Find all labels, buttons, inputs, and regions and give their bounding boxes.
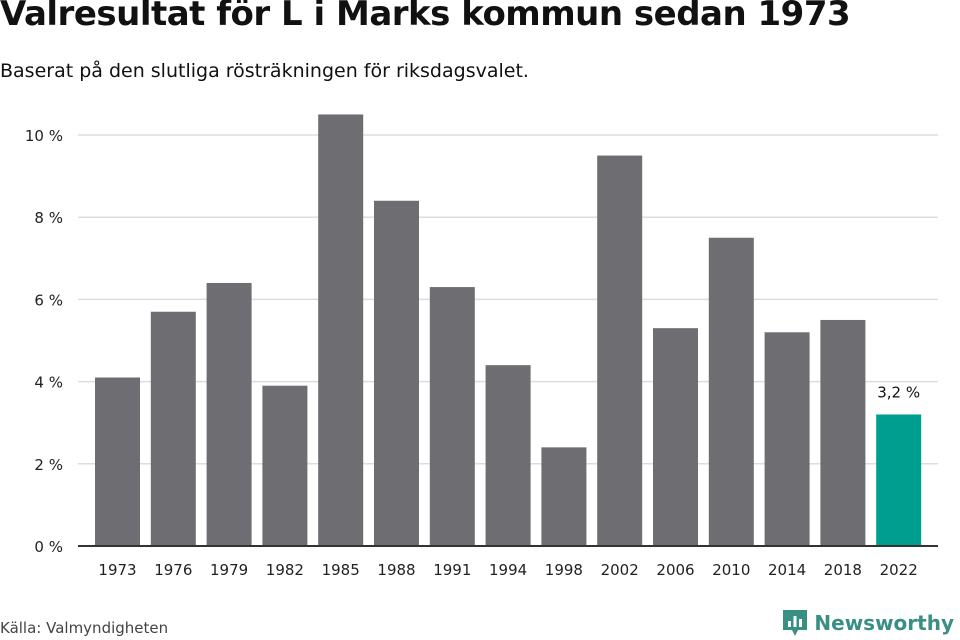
y-tick-label: 2 %	[34, 456, 63, 474]
bar-1976	[150, 311, 196, 546]
x-tick-label: 2002	[601, 561, 639, 579]
brand-name: Newsworthy	[814, 611, 954, 635]
x-tick-label: 1998	[545, 561, 583, 579]
bar-2014	[764, 332, 810, 546]
bar-chart-logo-icon	[783, 610, 808, 636]
data-labels: 3,2 %	[877, 383, 920, 401]
bar-1991	[429, 287, 475, 546]
x-tick-label: 2006	[656, 561, 694, 579]
y-tick-label: 10 %	[25, 127, 63, 145]
y-tick-label: 0 %	[34, 538, 63, 556]
x-tick-label: 2010	[712, 561, 750, 579]
bar-2002	[597, 155, 643, 547]
bar-1973	[95, 377, 140, 546]
bars	[95, 114, 922, 547]
x-tick-label: 2022	[880, 561, 918, 579]
y-tick-label: 8 %	[34, 209, 63, 227]
x-tick-label: 1982	[266, 561, 304, 579]
x-tick-label: 1976	[154, 561, 192, 579]
bar-chart: 0 % 2 % 4 % 6 % 8 % 10 % 1973 1976 1979 1982 1985…	[25, 114, 938, 579]
bar-1988	[374, 200, 419, 546]
chart-title: Valresultat för L i Marks kommun sedan 1…	[0, 0, 851, 34]
brand-logo: Newsworthy	[782, 609, 954, 637]
x-tick-label: 2018	[824, 561, 862, 579]
x-tick-label: 1979	[210, 561, 248, 579]
y-tick-label: 4 %	[34, 374, 63, 392]
x-tick-label: 1985	[322, 561, 360, 579]
x-tick-label: 1991	[433, 561, 471, 579]
y-tick-label: 6 %	[34, 291, 63, 309]
x-axis-ticks: 1973 1976 1979 1982 1985 1988 1991 1994 1998 2002…	[98, 561, 917, 579]
chart-subtitle: Baserat på den slutliga rösträkningen fö…	[0, 60, 529, 82]
bar-2010	[708, 237, 754, 546]
x-tick-label: 1988	[377, 561, 415, 579]
x-tick-label: 2014	[768, 561, 806, 579]
bar-1994	[485, 365, 531, 546]
bar-1985	[318, 114, 364, 546]
y-axis-ticks: 0 % 2 % 4 % 6 % 8 % 10 %	[25, 127, 63, 556]
bar-2006	[653, 328, 698, 546]
x-tick-label: 1994	[489, 561, 527, 579]
data-label: 3,2 %	[877, 383, 920, 401]
bar-1998	[541, 447, 587, 546]
bar-1982	[262, 385, 308, 546]
bar-2022	[876, 414, 922, 546]
bar-2018	[820, 319, 866, 546]
source-note: Källa: Valmyndigheten	[0, 619, 169, 637]
bar-1979	[206, 282, 252, 546]
x-tick-label: 1973	[98, 561, 136, 579]
